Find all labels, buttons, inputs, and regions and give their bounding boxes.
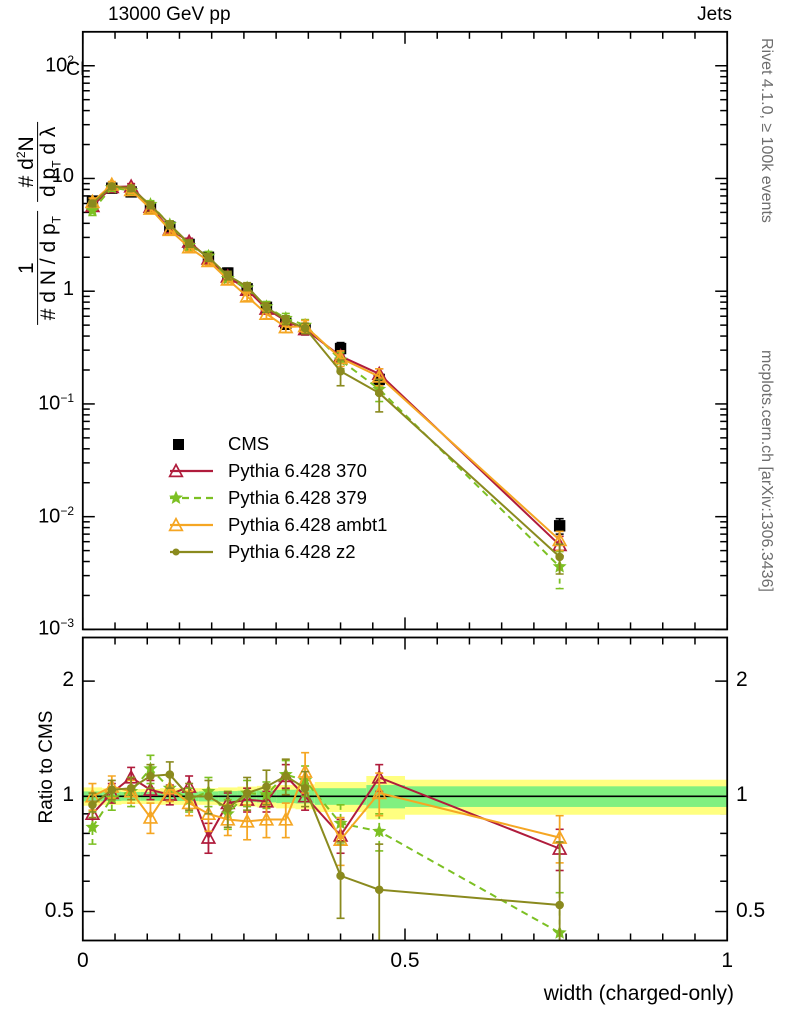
- y-tick-label-ratio-right: 1: [736, 783, 748, 807]
- x-axis-title: width (charged-only): [543, 982, 734, 1005]
- legend-label-z2: Pythia 6.428 z2: [228, 540, 356, 562]
- header-beam-energy: 13000 GeV pp: [108, 4, 231, 25]
- legend-key-ambt1-icon: [168, 516, 218, 534]
- plot-legend: CMS Pythia 6.428 370 Pythia 6.428 379 Pythi…: [168, 430, 387, 565]
- y-tick-label-ratio-left: 2: [62, 668, 74, 692]
- ratio-uncertainty-bands: [82, 776, 728, 820]
- y-tick-label-main: 10−2: [38, 503, 74, 528]
- y-tick-label-main: 10−3: [38, 616, 74, 641]
- series-pythia-6.428-z2: [88, 182, 564, 575]
- legend-label-p379: Pythia 6.428 379: [228, 486, 367, 508]
- legend-item-ambt1[interactable]: Pythia 6.428 ambt1: [168, 511, 387, 538]
- legend-key-cms-icon: [168, 435, 218, 453]
- y-tick-label-main: 10: [51, 165, 74, 188]
- legend-item-p370[interactable]: Pythia 6.428 370: [168, 457, 387, 484]
- y-tick-label-ratio-right: 0.5: [736, 898, 766, 922]
- x-tick-label: 0: [76, 948, 89, 972]
- header-category: Jets: [697, 4, 732, 25]
- y-tick-label-ratio-left: 0.5: [44, 898, 74, 922]
- ratio-series-pythia-6.428-z2: [88, 758, 564, 941]
- legend-label-ambt1: Pythia 6.428 ambt1: [228, 513, 388, 535]
- legend-label-p370: Pythia 6.428 370: [228, 459, 367, 481]
- legend-item-z2[interactable]: Pythia 6.428 z2: [168, 538, 387, 565]
- y-tick-label-main: 1: [62, 278, 74, 301]
- y-tick-label-main: 102: [45, 52, 74, 77]
- x-tick-label: 1: [721, 948, 734, 972]
- y-tick-label-main: 10−1: [38, 390, 74, 415]
- legend-label-cms: CMS: [228, 432, 270, 454]
- x-tick-label: 0.5: [390, 948, 420, 972]
- y-tick-label-ratio-right: 2: [736, 668, 748, 692]
- legend-key-p379-icon: [168, 489, 218, 507]
- legend-item-p379[interactable]: Pythia 6.428 379: [168, 484, 387, 511]
- y-tick-label-ratio-left: 1: [62, 783, 74, 807]
- legend-key-z2-icon: [168, 543, 218, 561]
- legend-item-cms[interactable]: CMS: [168, 430, 387, 457]
- main-plot-frame: [82, 31, 728, 630]
- legend-key-p370-icon: [168, 462, 218, 480]
